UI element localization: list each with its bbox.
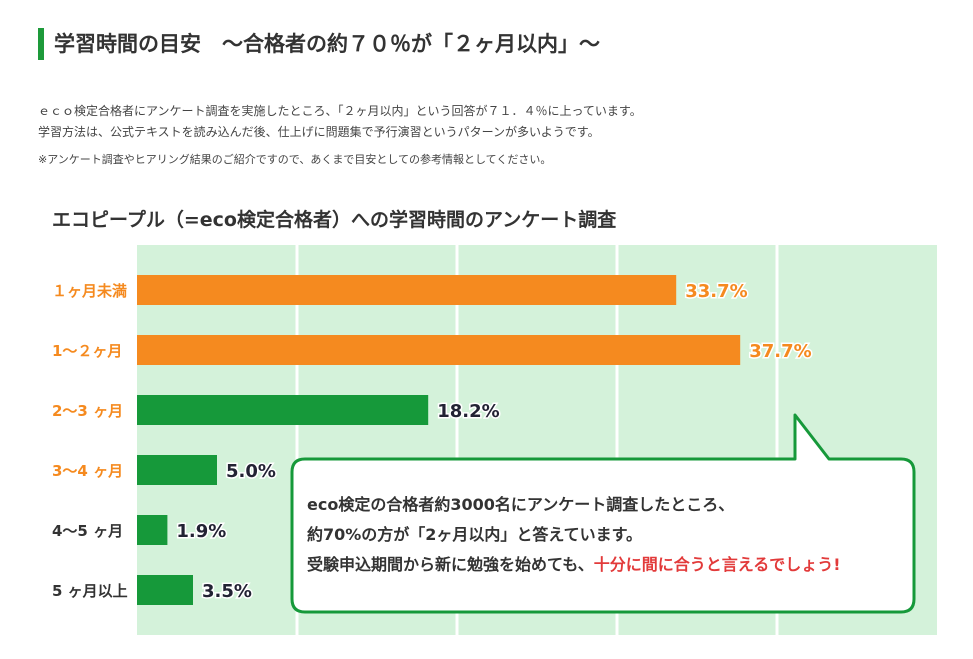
bar: [137, 275, 677, 305]
callout-line-3-text: 受験申込期間から新に勉強を始めても、: [307, 555, 594, 574]
category-label: 4～5 ヶ月: [52, 522, 123, 540]
callout-line-2: 約70%の方が「2ヶ月以内」と答えています。: [307, 525, 643, 544]
disclaimer-note: ※アンケート調査やヒアリング結果のご紹介ですので、あくまで目安としての参考情報と…: [38, 153, 552, 166]
intro-line-2: 学習方法は、公式テキストを読み込んだ後、仕上げに問題集で予行演習というパターンが…: [38, 125, 600, 139]
category-label: １ヶ月未満: [52, 282, 127, 300]
callout-bubble: [290, 413, 916, 614]
category-label: 3～4 ヶ月: [52, 462, 123, 480]
category-label: 1～２ヶ月: [52, 342, 122, 360]
category-label: 2～3 ヶ月: [52, 402, 123, 420]
value-label: 33.7%: [685, 281, 747, 302]
value-label: 1.9%: [176, 521, 226, 542]
bar: [137, 575, 193, 605]
value-label: 37.7%: [749, 341, 811, 362]
intro-text: ｅｃｏ検定合格者にアンケート調査を実施したところ、「２ヶ月以内」という回答が７１…: [38, 101, 642, 143]
callout-line-3: 受験申込期間から新に勉強を始めても、十分に間に合うと言えるでしょう!: [307, 550, 841, 580]
bar: [137, 515, 168, 545]
intro-line-1: ｅｃｏ検定合格者にアンケート調査を実施したところ、「２ヶ月以内」という回答が７１…: [38, 104, 642, 118]
value-label: 3.5%: [202, 581, 252, 602]
callout-border: [290, 413, 916, 614]
chart-title: エコピープル（=eco検定合格者）への学習時間のアンケート調査: [52, 209, 617, 231]
bar: [137, 455, 217, 485]
callout-text: eco検定の合格者約3000名にアンケート調査したところ、 約70%の方が「2ヶ…: [307, 490, 841, 580]
value-label: 5.0%: [226, 461, 276, 482]
callout-line-1: eco検定の合格者約3000名にアンケート調査したところ、: [307, 495, 735, 514]
callout-highlight: 十分に間に合うと言えるでしょう!: [593, 555, 841, 574]
category-label: 5 ヶ月以上: [52, 582, 128, 600]
page-title: 学習時間の目安 ～合格者の約７０％が「２ヶ月以内」～: [38, 28, 600, 60]
value-label: 18.2%: [437, 401, 499, 422]
bar: [137, 395, 429, 425]
bar: [137, 335, 741, 365]
